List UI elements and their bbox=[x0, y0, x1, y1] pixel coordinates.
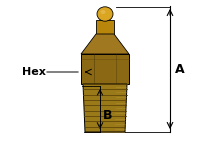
Polygon shape bbox=[81, 34, 129, 54]
Text: B: B bbox=[103, 108, 112, 122]
Polygon shape bbox=[96, 20, 114, 34]
Ellipse shape bbox=[101, 10, 106, 14]
Polygon shape bbox=[83, 84, 127, 132]
Ellipse shape bbox=[97, 7, 113, 21]
Polygon shape bbox=[81, 54, 129, 84]
Text: Hex: Hex bbox=[22, 67, 46, 77]
Text: A: A bbox=[175, 62, 185, 75]
